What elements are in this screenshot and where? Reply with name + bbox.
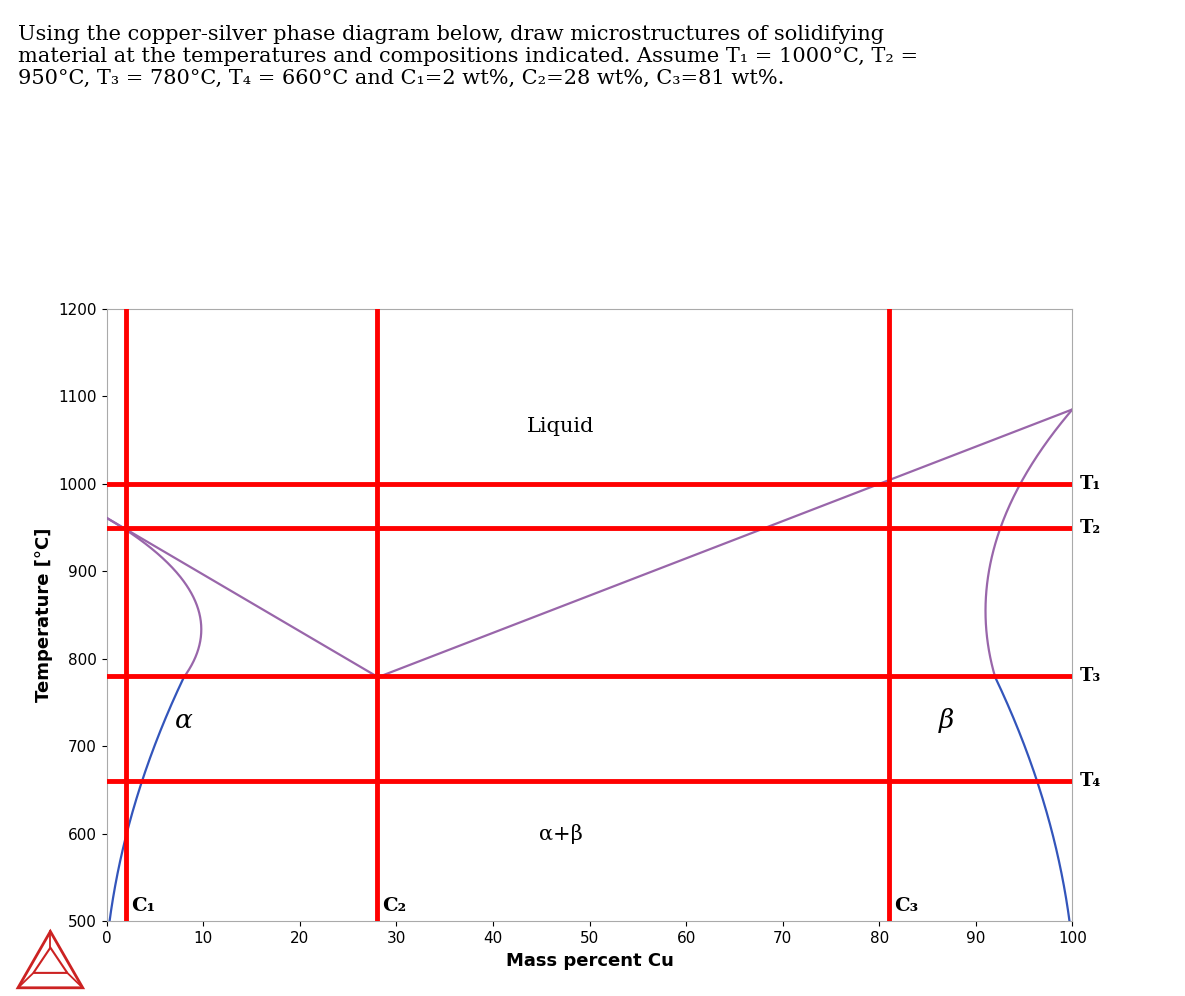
Text: Liquid: Liquid <box>527 417 594 436</box>
Text: T₄: T₄ <box>1080 772 1101 790</box>
X-axis label: Mass percent Cu: Mass percent Cu <box>506 951 673 969</box>
Text: α+β: α+β <box>539 824 583 844</box>
Y-axis label: Temperature [°C]: Temperature [°C] <box>34 528 53 702</box>
Text: T₂: T₂ <box>1080 519 1101 537</box>
Text: T₃: T₃ <box>1080 667 1101 685</box>
Text: C₂: C₂ <box>382 897 406 915</box>
Text: C₁: C₁ <box>130 897 155 915</box>
Text: β: β <box>940 707 954 732</box>
Text: C₃: C₃ <box>893 897 918 915</box>
Text: Using the copper-silver phase diagram below, draw microstructures of solidifying: Using the copper-silver phase diagram be… <box>18 25 918 88</box>
Text: T₁: T₁ <box>1080 475 1101 493</box>
Text: α: α <box>175 707 193 732</box>
